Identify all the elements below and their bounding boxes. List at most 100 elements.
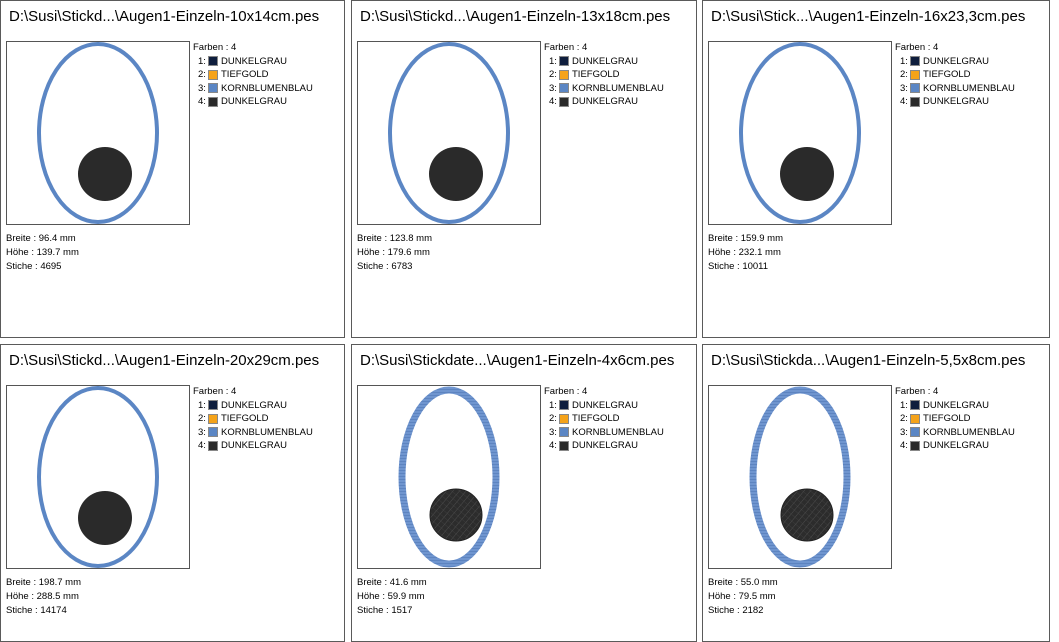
eye-ring — [37, 42, 159, 224]
thread-name: TIEFGOLD — [923, 69, 971, 80]
width-value: Breite : 159.9 mm — [708, 233, 783, 244]
stitch-count: Stiche : 4695 — [6, 261, 62, 272]
thread-number: 1: — [549, 55, 557, 67]
thread-color-row: 4: DUNKELGRAU — [900, 95, 1015, 109]
stitch-count: Stiche : 2182 — [708, 605, 764, 616]
eye-pupil — [781, 489, 833, 541]
eye-ring — [37, 386, 159, 568]
color-swatch — [910, 440, 920, 451]
thread-color-row: 1: DUNKELGRAU — [900, 55, 1015, 69]
design-card-3[interactable]: D:\Susi\Stick...\Augen1-Einzeln-16x23,3c… — [702, 0, 1050, 338]
thread-name: DUNKELGRAU — [572, 55, 638, 67]
thread-name: DUNKELGRAU — [221, 96, 287, 107]
design-card-1[interactable]: D:\Susi\Stickd...\Augen1-Einzeln-10x14cm… — [0, 0, 345, 338]
eye-pupil — [78, 491, 132, 545]
thread-number: 1: — [900, 399, 908, 411]
embroidery-preview — [357, 41, 541, 225]
thread-color-list: 1: DUNKELGRAU 2: TIEFGOLD 3: KORNBLUMENBLAU 4:… — [193, 399, 313, 453]
thread-number: 2: — [549, 413, 557, 424]
eye-pupil — [78, 147, 132, 201]
eye-ring — [388, 42, 510, 224]
height-value: Höhe : 232.1 mm — [708, 247, 781, 258]
eye-design-svg — [388, 42, 510, 224]
color-swatch — [559, 96, 569, 107]
thread-name: TIEFGOLD — [923, 413, 971, 424]
thread-name: TIEFGOLD — [221, 413, 269, 424]
color-swatch — [559, 69, 569, 80]
design-stats: Breite : 159.9 mm Höhe : 232.1 mm Stiche… — [708, 232, 783, 274]
thread-number: 4: — [549, 96, 557, 107]
thread-number: 4: — [900, 96, 908, 107]
color-swatch — [208, 56, 218, 67]
color-swatch — [208, 69, 218, 80]
embroidery-preview — [6, 385, 190, 569]
height-value: Höhe : 59.9 mm — [357, 591, 425, 602]
thread-color-row: 3: KORNBLUMENBLAU — [549, 82, 664, 96]
thread-name: KORNBLUMENBLAU — [221, 426, 313, 438]
thread-info: Farben : 4 1: DUNKELGRAU 2: TIEFGOLD 3: KORNB… — [895, 41, 1015, 109]
pupil-outline — [429, 488, 483, 542]
thread-color-row: 4: DUNKELGRAU — [549, 439, 664, 453]
eye-ring — [749, 386, 851, 568]
eye-ring — [739, 42, 861, 224]
thread-info: Farben : 4 1: DUNKELGRAU 2: TIEFGOLD 3: KORNB… — [544, 385, 664, 453]
thread-color-row: 1: DUNKELGRAU — [549, 399, 664, 413]
thread-color-row: 3: KORNBLUMENBLAU — [549, 426, 664, 440]
eye-pupil — [429, 147, 483, 201]
width-value: Breite : 123.8 mm — [357, 233, 432, 244]
thread-color-row: 2: TIEFGOLD — [900, 412, 1015, 426]
eye-design-svg — [749, 386, 851, 568]
thread-color-row: 3: KORNBLUMENBLAU — [900, 82, 1015, 96]
thread-color-row: 4: DUNKELGRAU — [198, 439, 313, 453]
design-card-5[interactable]: D:\Susi\Stickdate...\Augen1-Einzeln-4x6c… — [351, 344, 697, 642]
thread-color-row: 2: TIEFGOLD — [549, 412, 664, 426]
thread-color-row: 1: DUNKELGRAU — [198, 399, 313, 413]
thread-color-list: 1: DUNKELGRAU 2: TIEFGOLD 3: KORNBLUMENBLAU 4:… — [544, 399, 664, 453]
thread-number: 2: — [549, 69, 557, 80]
thread-name: KORNBLUMENBLAU — [572, 426, 664, 438]
thread-number: 2: — [198, 413, 206, 424]
eye-design-svg — [398, 386, 500, 568]
thread-name: KORNBLUMENBLAU — [923, 82, 1015, 94]
thread-color-row: 1: DUNKELGRAU — [549, 55, 664, 69]
thread-number: 3: — [549, 426, 557, 438]
color-swatch — [208, 427, 218, 438]
thread-name: DUNKELGRAU — [572, 96, 638, 107]
thread-number: 3: — [900, 426, 908, 438]
thread-color-list: 1: DUNKELGRAU 2: TIEFGOLD 3: KORNBLUMENBLAU 4:… — [193, 55, 313, 109]
height-value: Höhe : 179.6 mm — [357, 247, 430, 258]
design-card-6[interactable]: D:\Susi\Stickda...\Augen1-Einzeln-5,5x8c… — [702, 344, 1050, 642]
thread-info: Farben : 4 1: DUNKELGRAU 2: TIEFGOLD 3: KORNB… — [544, 41, 664, 109]
color-swatch — [910, 69, 920, 80]
thread-name: DUNKELGRAU — [221, 440, 287, 451]
file-path-title: D:\Susi\Stickd...\Augen1-Einzeln-13x18cm… — [360, 8, 671, 25]
thread-name: TIEFGOLD — [221, 69, 269, 80]
color-swatch — [208, 83, 218, 94]
thread-number: 1: — [549, 399, 557, 411]
design-card-2[interactable]: D:\Susi\Stickd...\Augen1-Einzeln-13x18cm… — [351, 0, 697, 338]
thread-name: DUNKELGRAU — [923, 440, 989, 451]
thread-color-row: 4: DUNKELGRAU — [549, 95, 664, 109]
thread-number: 1: — [198, 55, 206, 67]
file-path-title: D:\Susi\Stickdate...\Augen1-Einzeln-4x6c… — [360, 352, 675, 369]
thread-number: 2: — [900, 413, 908, 424]
color-count: Farben : 4 — [895, 386, 939, 397]
eye-design-svg — [739, 42, 861, 224]
thread-name: KORNBLUMENBLAU — [221, 82, 313, 94]
height-value: Höhe : 139.7 mm — [6, 247, 79, 258]
color-swatch — [910, 56, 920, 67]
color-count: Farben : 4 — [193, 386, 237, 397]
height-value: Höhe : 288.5 mm — [6, 591, 79, 602]
eye-pupil — [430, 489, 482, 541]
embroidery-preview — [6, 41, 190, 225]
thread-info: Farben : 4 1: DUNKELGRAU 2: TIEFGOLD 3: KORNB… — [193, 41, 313, 109]
file-path-title: D:\Susi\Stickda...\Augen1-Einzeln-5,5x8c… — [711, 352, 1026, 369]
pupil-outline — [780, 488, 834, 542]
eye-design-svg — [37, 386, 159, 568]
thread-number: 3: — [198, 82, 206, 94]
design-card-4[interactable]: D:\Susi\Stickd...\Augen1-Einzeln-20x29cm… — [0, 344, 345, 642]
eye-ring — [398, 386, 500, 568]
thread-color-list: 1: DUNKELGRAU 2: TIEFGOLD 3: KORNBLUMENBLAU 4:… — [544, 55, 664, 109]
file-path-title: D:\Susi\Stickd...\Augen1-Einzeln-20x29cm… — [9, 352, 320, 369]
thread-color-row: 2: TIEFGOLD — [549, 68, 664, 82]
